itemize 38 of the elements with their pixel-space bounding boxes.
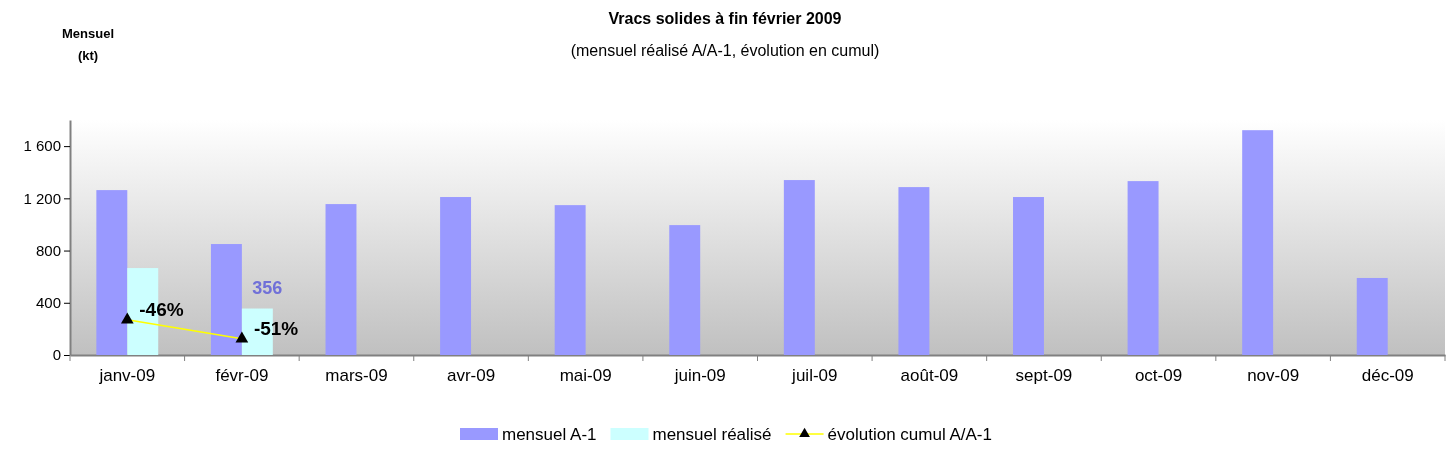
bar [554, 205, 586, 355]
bar [325, 204, 357, 355]
bar [1356, 277, 1388, 355]
bar [898, 187, 930, 355]
y-tick-label: 0 [52, 346, 61, 364]
x-tick-label: avr-09 [446, 366, 496, 386]
legend-label: mensuel A-1 [502, 425, 597, 444]
bar [783, 180, 815, 355]
x-tick-label: août-09 [900, 366, 959, 386]
data-label: 356 [252, 277, 283, 298]
legend-label: évolution cumul A/A-1 [827, 425, 992, 444]
x-tick-label: juil-09 [791, 366, 838, 386]
x-tick-label: juin-09 [673, 366, 726, 386]
y-tick-label: 800 [35, 241, 61, 259]
x-tick-label: nov-09 [1247, 366, 1300, 386]
bar [440, 197, 472, 355]
x-tick-label: déc-09 [1361, 366, 1414, 386]
y-tick-label: 400 [35, 294, 61, 312]
chart-title: Vracs solides à fin février 2009 [608, 10, 842, 27]
bar [1242, 130, 1274, 355]
bar [210, 244, 242, 355]
bar [1013, 197, 1044, 355]
x-tick-label: févr-09 [215, 366, 269, 386]
x-tick-label: sept-09 [1015, 366, 1073, 386]
bar [1127, 181, 1159, 355]
x-tick-label: mai-09 [559, 366, 612, 386]
y-tick-label: 1 200 [23, 189, 61, 207]
data-label: -46% [139, 298, 184, 320]
data-label: -51% [253, 317, 299, 339]
x-tick-label: janv-09 [98, 366, 156, 386]
y-tick-label: 1 600 [23, 137, 61, 155]
chart-subtitle: (mensuel réalisé A/A-1, évolution en cumul) [570, 42, 880, 59]
x-tick-label: oct-09 [1134, 366, 1183, 386]
bar [669, 225, 701, 355]
bar [96, 190, 128, 355]
x-tick-label: mars-09 [325, 366, 388, 386]
y-axis-title: Mensuel (kt) [61, 26, 115, 63]
legend-label: mensuel réalisé [652, 425, 772, 444]
